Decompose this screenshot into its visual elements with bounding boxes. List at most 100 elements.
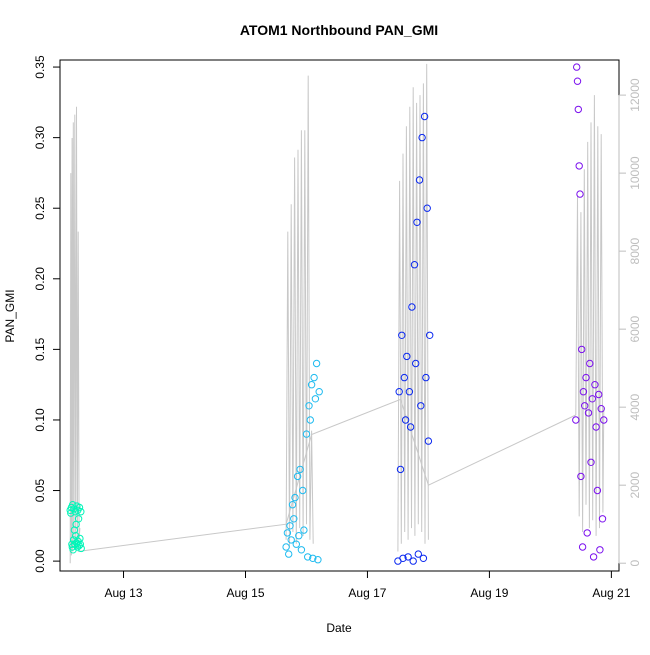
x-tick-label: Aug 21 [592, 586, 630, 600]
data-point [302, 430, 311, 438]
data-point [292, 540, 300, 548]
data-point [300, 526, 308, 534]
data-point [412, 359, 420, 368]
data-point [589, 553, 598, 561]
data-point [77, 544, 85, 553]
y-tick-label: 0.05 [33, 479, 47, 503]
secondary-y-tick-label: 6000 [628, 315, 642, 342]
y-axis: 0.00 0.05 0.10 0.15 0.20 0.25 0.30 0.35 [33, 55, 61, 573]
data-point [408, 303, 416, 311]
y-tick-label: 0.25 [33, 196, 47, 220]
data-point [410, 261, 419, 269]
data-point [286, 522, 294, 530]
data-point [304, 553, 312, 561]
data-point [76, 540, 85, 548]
x-tick-label: Aug 19 [470, 586, 508, 600]
data-point [576, 190, 584, 198]
data-point [588, 395, 596, 403]
secondary-y-tick-label: 2000 [628, 472, 642, 499]
data-point [423, 204, 431, 212]
data-point [414, 550, 422, 558]
data-point [577, 472, 585, 481]
data-point [578, 345, 586, 354]
data-point [418, 133, 426, 142]
data-point [296, 465, 304, 474]
data-point [283, 529, 292, 537]
secondary-y-tick-label: 8000 [628, 237, 642, 264]
data-point [287, 536, 295, 544]
chart-title: ATOM1 Northbound PAN_GMI [240, 22, 438, 38]
data-point [291, 493, 299, 502]
data-point [420, 112, 429, 121]
data-point [578, 543, 587, 551]
x-tick-label: Aug 13 [104, 586, 142, 600]
data-point [598, 515, 607, 523]
data-point [573, 77, 582, 85]
data-point [399, 554, 407, 562]
data-point [579, 388, 588, 396]
data-point [75, 503, 84, 512]
y-tick-label: 0.10 [33, 408, 47, 432]
data-point [600, 416, 608, 424]
data-point [575, 162, 583, 170]
data-point [404, 553, 412, 561]
data-point [406, 423, 415, 431]
data-point [417, 402, 425, 410]
data-point [586, 359, 594, 368]
y-axis-label: PAN_GMI [3, 289, 17, 342]
data-point [413, 218, 421, 227]
data-point [295, 532, 303, 540]
data-point [290, 515, 298, 523]
data-point [597, 405, 605, 413]
data-point [584, 409, 593, 417]
secondary-y-tick-label: 0 [628, 560, 642, 567]
data-point [592, 423, 600, 431]
data-point [395, 388, 403, 396]
data-point [315, 388, 323, 396]
x-axis: Aug 13 Aug 15 Aug 17 Aug 19 Aug 21 [104, 570, 631, 600]
data-point [574, 105, 582, 114]
data-point [285, 550, 293, 558]
secondary-y-tick-label: 4000 [628, 393, 642, 420]
data-point [299, 486, 307, 495]
x-axis-label: Date [326, 621, 352, 635]
y-tick-label: 0.35 [33, 55, 47, 79]
secondary-series-line-3 [397, 63, 429, 552]
data-point [587, 458, 595, 466]
x-tick-label: Aug 15 [226, 586, 264, 600]
data-point [422, 373, 430, 382]
secondary-series-line-2 [285, 75, 314, 548]
data-point [400, 373, 408, 382]
data-point [573, 63, 581, 71]
data-point [593, 486, 602, 495]
data-point [401, 416, 410, 424]
secondary-series-layer [69, 63, 605, 564]
y-tick-label: 0.15 [33, 337, 47, 361]
data-point [69, 501, 77, 509]
data-point [310, 373, 318, 382]
data-point [305, 402, 313, 410]
secondary-series-line-1 [69, 106, 81, 564]
data-point [288, 501, 297, 509]
data-point [77, 508, 85, 516]
y-tick-label: 0.30 [33, 126, 47, 150]
secondary-connector-line [77, 398, 577, 552]
data-point [596, 546, 604, 554]
data-point [396, 465, 405, 474]
data-point [311, 395, 320, 403]
data-point [424, 437, 433, 445]
x-tick-label: Aug 17 [348, 586, 386, 600]
points-layer [66, 63, 608, 565]
data-point [312, 359, 321, 368]
data-point [426, 331, 434, 339]
data-point [398, 331, 406, 339]
data-point [74, 515, 83, 523]
secondary-y-axis: 0 2000 4000 6000 8000 10000 12000 [618, 78, 642, 567]
data-point [76, 534, 84, 543]
data-point [405, 388, 414, 396]
data-point [297, 546, 306, 554]
data-point [419, 554, 428, 562]
